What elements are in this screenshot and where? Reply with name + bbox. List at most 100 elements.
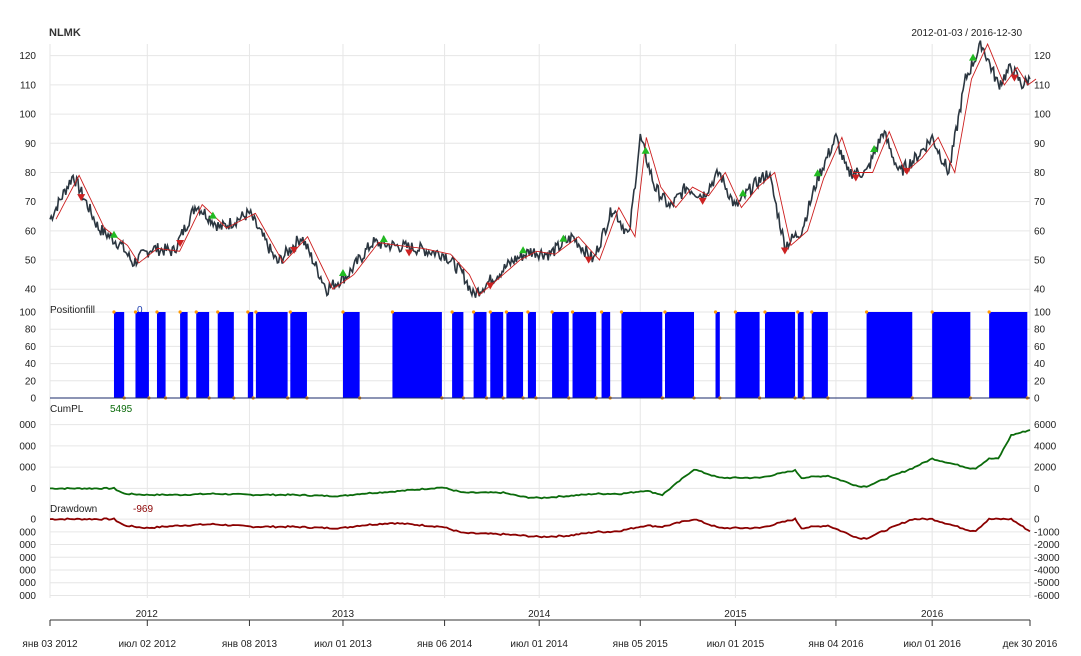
x-axis: янв 03 2012 июл 02 2012 янв 08 2013 июл 01 … xyxy=(22,609,1057,650)
y-tick-label-right: 40 xyxy=(1034,285,1046,296)
buy-signal-marker xyxy=(559,234,568,242)
buy-signal-marker xyxy=(969,53,978,61)
chart-title: NLMK xyxy=(49,27,81,39)
position-bar xyxy=(811,312,828,398)
y-tick-label-right: 80 xyxy=(1034,168,1046,179)
y-tick-label-right: 90 xyxy=(1034,139,1046,150)
y-tick-label-left: 100 xyxy=(19,308,36,319)
position-bar xyxy=(715,312,720,398)
x-year-label: 2016 xyxy=(921,609,944,620)
y-tick-label-right: 2000 xyxy=(1034,463,1057,474)
position-bar xyxy=(247,312,254,398)
buy-signal-marker xyxy=(870,145,879,153)
position-bar xyxy=(180,312,188,398)
position-entry-dot xyxy=(254,310,258,314)
y-tick-label-left: 0 xyxy=(30,515,36,526)
y-tick-label-left: 20 xyxy=(25,376,37,387)
y-tick-label-left: 000 xyxy=(19,591,36,602)
cumpl-panel: CumPL 5495 0 0 2000 000 4000 000 6000 000 xyxy=(19,404,1057,500)
buy-signal-marker xyxy=(519,246,528,254)
x-tick-label: июл 01 2016 xyxy=(903,639,961,650)
x-tick-label: янв 08 2013 xyxy=(222,639,278,650)
position-bar xyxy=(255,312,288,398)
position-bar xyxy=(797,312,804,398)
buy-signal-marker xyxy=(738,189,747,197)
position-bar xyxy=(156,312,166,398)
position-entry-dot xyxy=(550,310,554,314)
y-tick-label-left: 60 xyxy=(25,226,37,237)
position-bar xyxy=(866,312,913,398)
position-bar xyxy=(601,312,611,398)
y-tick-label-right: -3000 xyxy=(1034,553,1060,564)
position-entry-dot xyxy=(194,310,198,314)
position-entry-dot xyxy=(246,310,250,314)
buy-signal-marker xyxy=(379,235,388,243)
y-tick-label-right: 6000 xyxy=(1034,420,1057,431)
position-entry-dot xyxy=(472,310,476,314)
sell-signal-marker xyxy=(405,249,414,257)
y-tick-label-left: 000 xyxy=(19,578,36,589)
position-bar xyxy=(764,312,796,398)
cumpl-label: CumPL xyxy=(50,404,84,415)
sell-signal-marker xyxy=(77,194,86,202)
position-entry-dot xyxy=(713,310,718,314)
cumpl-last-value: 5495 xyxy=(110,404,133,415)
position-entry-dot xyxy=(864,310,869,314)
price-line xyxy=(49,40,1031,299)
y-tick-label-right: 0 xyxy=(1034,484,1040,495)
position-entry-dot xyxy=(663,310,667,314)
drawdown-last-value: -969 xyxy=(133,504,153,515)
position-bar xyxy=(290,312,307,398)
position-entry-dot xyxy=(390,310,395,314)
y-tick-label-left: 000 xyxy=(19,527,36,538)
y-tick-label-left: 100 xyxy=(19,110,36,121)
y-tick-label-right: -1000 xyxy=(1034,527,1060,538)
y-tick-label-right: 60 xyxy=(1034,342,1046,353)
position-entry-dot xyxy=(599,310,604,314)
sell-signal-marker xyxy=(851,174,860,182)
position-entry-dot xyxy=(763,310,767,314)
x-year-label: 2013 xyxy=(332,609,355,620)
y-tick-label-right: 0 xyxy=(1034,515,1040,526)
sell-signal-marker xyxy=(1010,74,1019,82)
position-entry-dot xyxy=(570,310,575,314)
x-tick-label: янв 06 2014 xyxy=(417,639,473,650)
sell-signal-marker xyxy=(486,282,495,290)
position-bar xyxy=(735,312,760,398)
x-tick-label: июл 01 2015 xyxy=(707,639,765,650)
y-tick-label-right: 120 xyxy=(1034,51,1051,62)
position-entry-dot xyxy=(488,310,492,314)
position-bar xyxy=(989,312,1028,398)
position-entry-dot xyxy=(987,310,991,314)
y-tick-label-left: 000 xyxy=(19,441,36,452)
position-entry-dot xyxy=(112,310,116,314)
x-year-label: 2012 xyxy=(136,609,159,620)
position-bar xyxy=(621,312,663,398)
x-tick-label: июл 02 2012 xyxy=(118,639,176,650)
y-tick-label-left: 0 xyxy=(30,394,36,405)
position-bar xyxy=(392,312,442,398)
y-tick-label-right: 60 xyxy=(1034,226,1046,237)
position-entry-dot xyxy=(733,310,738,314)
y-tick-label-left: 70 xyxy=(25,197,37,208)
y-tick-label-right: -6000 xyxy=(1034,591,1060,602)
y-tick-label-left: 40 xyxy=(25,359,37,370)
position-entry-dot xyxy=(450,310,454,314)
y-tick-label-right: -2000 xyxy=(1034,540,1060,551)
y-tick-label-right: 110 xyxy=(1034,80,1050,91)
position-bar xyxy=(490,312,504,398)
y-tick-label-left: 40 xyxy=(25,285,37,296)
position-entry-dot xyxy=(796,310,800,314)
y-tick-label-left: 000 xyxy=(19,540,36,551)
y-tick-label-left: 50 xyxy=(25,256,37,267)
price-panel: 40 40 50 50 60 60 70 70 80 80 90 90 100 100 110 110 120 1… xyxy=(19,40,1051,299)
buy-signal-marker xyxy=(338,269,347,277)
sell-signal-marker xyxy=(698,197,707,205)
y-tick-label-left: 120 xyxy=(19,51,36,62)
buy-signal-marker xyxy=(641,146,650,154)
y-tick-label-right: 80 xyxy=(1034,325,1046,336)
date-range-label: 2012-01-03 / 2016-12-30 xyxy=(911,28,1022,39)
buy-signal-marker xyxy=(109,230,118,238)
position-bar xyxy=(506,312,524,398)
